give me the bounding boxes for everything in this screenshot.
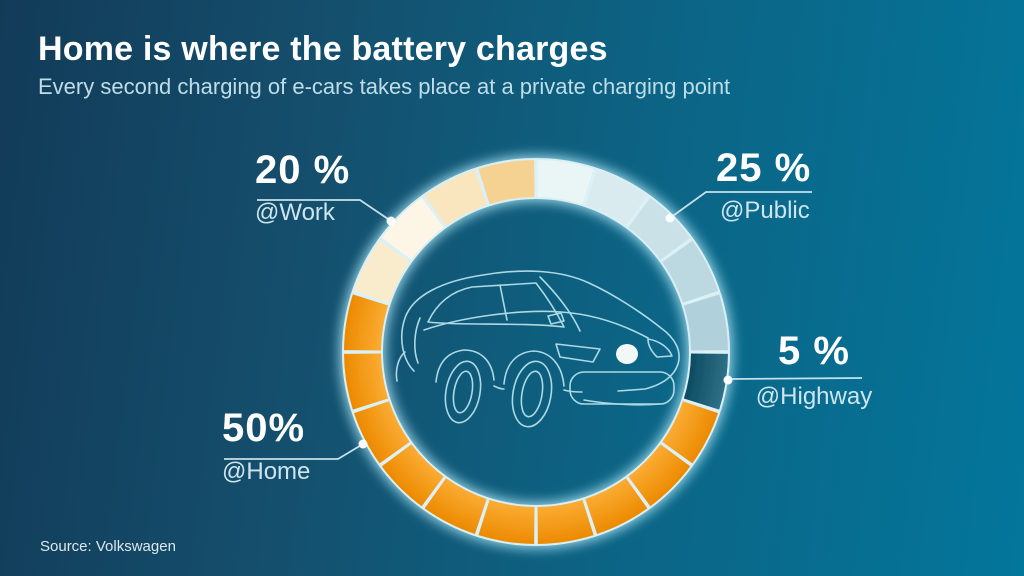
page-title: Home is where the battery charges	[38, 30, 608, 68]
car-front-wheel-arch	[503, 350, 565, 387]
car-windshield-line	[539, 276, 581, 332]
ring-slice-home	[344, 294, 389, 351]
leader-dot	[665, 213, 675, 223]
ring-slice-home	[585, 478, 648, 535]
leader-dot	[358, 439, 368, 449]
ring-slice-home	[662, 401, 719, 464]
car-bumper-lip	[583, 399, 661, 406]
leader-line	[257, 199, 392, 222]
car-rear-rim	[452, 370, 474, 414]
home-value: 50%	[222, 406, 306, 450]
ring-slice-public	[683, 294, 728, 351]
car-side-windows	[427, 282, 565, 328]
car-rear-wheel	[444, 360, 482, 424]
ring-slice-home	[353, 401, 410, 464]
ring-slice-work	[478, 160, 535, 205]
work-label: @Work	[255, 199, 335, 226]
car-rear-line	[414, 317, 421, 364]
leader-dot	[723, 375, 733, 385]
car-far-wheel	[395, 351, 406, 382]
car-mirror	[547, 312, 565, 325]
public-value: 25 %	[716, 146, 812, 190]
car-left-headlight	[555, 343, 601, 363]
leader-line	[224, 443, 364, 460]
ring-slice-home	[478, 499, 535, 544]
public-label: @Public	[720, 197, 810, 224]
car-beltline	[423, 310, 649, 339]
work-value: 20 %	[255, 148, 351, 192]
ring-slice-public	[585, 169, 648, 226]
car-rear-wheel-arch	[435, 349, 495, 383]
leader-line	[730, 377, 863, 380]
car-illustration	[395, 270, 680, 428]
callout-public: 25 % @Public	[716, 148, 811, 223]
highway-value: 5 %	[778, 329, 850, 373]
leader-dot	[386, 216, 396, 226]
ring-slice-public	[537, 160, 594, 205]
car-b-pillar	[499, 284, 508, 321]
highway-label: @Highway	[755, 383, 873, 410]
car-rocker-line	[493, 385, 583, 393]
leader-line	[669, 191, 812, 219]
ring-slice-home	[628, 444, 691, 507]
ring-slice-home	[344, 353, 389, 410]
page-subtitle: Every second charging of e-cars takes pl…	[38, 74, 731, 99]
vw-badge-highlight	[616, 344, 638, 364]
callout-home: 50% @Home	[222, 408, 310, 484]
ring-slice-home	[537, 499, 594, 544]
home-label: @Home	[222, 458, 311, 485]
ring-slice-work	[424, 169, 487, 226]
car-right-headlight	[647, 338, 673, 358]
ring-slice-home	[424, 478, 487, 535]
donut-ring	[341, 158, 730, 546]
ring-slice-home	[381, 444, 444, 507]
ring-slice-public	[662, 240, 719, 303]
car-front-bumper	[569, 371, 675, 405]
ring-slice-work	[381, 197, 444, 260]
car-body-silhouette	[401, 270, 680, 392]
car-front-rim	[520, 370, 544, 418]
callout-leader-lines	[224, 191, 863, 460]
callout-work: 20 % @Work	[255, 150, 350, 225]
ring-slice-highway	[683, 353, 728, 410]
ring-slice-public	[628, 197, 691, 260]
callout-highway: 5 % @Highway	[752, 331, 876, 409]
car-front-wheel	[511, 360, 553, 428]
ring-slice-work	[353, 240, 410, 303]
source-credit: Source: Volkswagen	[40, 538, 176, 555]
